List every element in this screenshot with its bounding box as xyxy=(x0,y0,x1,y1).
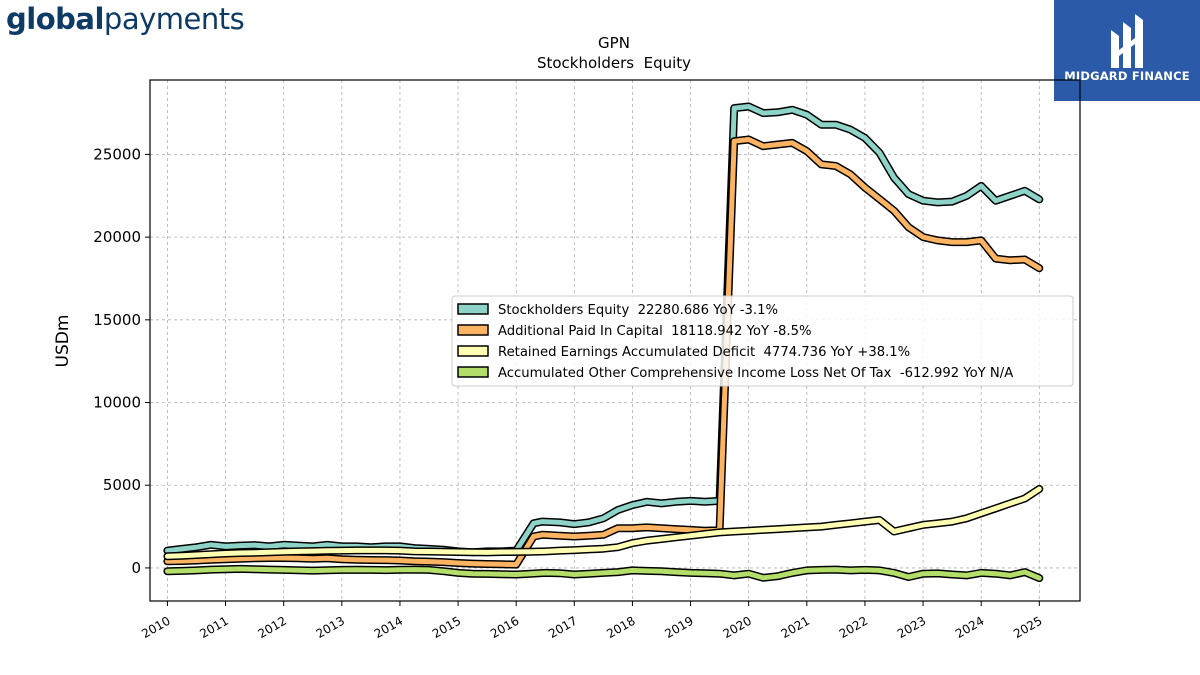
x-tick-label: 2011 xyxy=(197,614,230,641)
provider-name: MIDGARD FINANCE xyxy=(1064,69,1190,83)
y-tick-label: 15000 xyxy=(93,311,141,329)
series-line xyxy=(164,566,1042,581)
y-tick-label: 0 xyxy=(131,559,141,577)
company-logo-bold: global xyxy=(6,2,104,36)
chart-series xyxy=(163,102,1044,583)
legend-label: Stockholders Equity 22280.686 YoY -3.1% xyxy=(498,303,778,318)
series-4 xyxy=(163,564,1044,583)
chart-subtitle: Stockholders Equity xyxy=(537,54,691,72)
x-tick-label: 2024 xyxy=(953,614,986,641)
chart-legend: Stockholders Equity 22280.686 YoY -3.1% A… xyxy=(451,295,1074,387)
y-axis-label: USDm xyxy=(53,315,73,368)
x-tick-label: 2013 xyxy=(314,614,347,641)
x-tick-label: 2016 xyxy=(488,614,521,641)
x-tick-label: 2025 xyxy=(1011,614,1044,641)
y-tick-label: 5000 xyxy=(103,476,141,494)
company-logo-light: payments xyxy=(103,2,245,36)
legend-swatch xyxy=(457,366,489,378)
provider-mark-icon xyxy=(1111,14,1143,68)
legend-swatch xyxy=(457,303,489,315)
series-2 xyxy=(163,135,1044,569)
series-1 xyxy=(163,102,1044,557)
series-line xyxy=(164,137,1042,568)
legend-swatch xyxy=(457,324,489,336)
x-tick-label: 2020 xyxy=(721,614,754,641)
series-3 xyxy=(163,484,1044,561)
legend-swatch xyxy=(457,345,489,357)
company-logo: globalpayments xyxy=(6,2,245,36)
y-tick-label: 20000 xyxy=(93,228,141,246)
x-tick-label: 2021 xyxy=(779,614,812,641)
legend-label: Additional Paid In Capital 18118.942 YoY… xyxy=(498,324,812,339)
provider-logo: MIDGARD FINANCE xyxy=(1054,0,1200,101)
series-line xyxy=(164,104,1042,555)
legend-box xyxy=(451,295,1074,387)
chart-title: GPN xyxy=(598,34,630,52)
x-tick-label: 2012 xyxy=(256,614,289,641)
x-tick-label: 2014 xyxy=(372,614,405,641)
y-tick-label: 25000 xyxy=(93,145,141,163)
x-tick-label: 2017 xyxy=(546,614,579,641)
x-tick-label: 2015 xyxy=(430,614,463,641)
legend-label: Retained Earnings Accumulated Deficit 47… xyxy=(498,345,910,360)
x-tick-label: 2023 xyxy=(895,614,928,641)
plot-frame xyxy=(149,79,1081,602)
x-tick-label: 2019 xyxy=(662,614,695,641)
x-tick-label: 2018 xyxy=(604,614,637,641)
x-tick-label: 2022 xyxy=(837,614,870,641)
y-tick-label: 10000 xyxy=(93,394,141,412)
legend-label: Accumulated Other Comprehensive Income L… xyxy=(498,366,1013,381)
x-tick-label: 2010 xyxy=(139,614,172,641)
series-line xyxy=(164,486,1042,559)
